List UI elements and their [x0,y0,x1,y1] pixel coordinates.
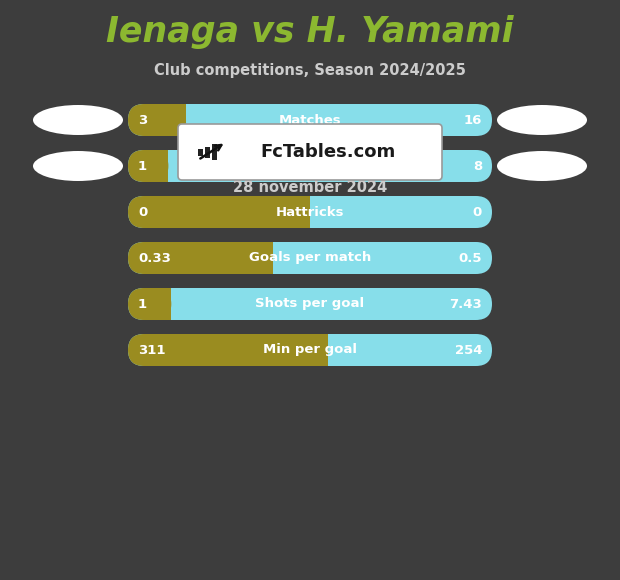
Text: 3: 3 [138,114,148,126]
FancyBboxPatch shape [128,196,492,228]
Text: 254: 254 [454,343,482,357]
Text: Matches: Matches [278,114,342,126]
Ellipse shape [497,105,587,135]
FancyBboxPatch shape [128,150,492,182]
Text: 0: 0 [138,205,148,219]
Bar [312,334,328,366]
Bar [212,144,217,160]
Text: 311: 311 [138,343,166,357]
Text: Min per goal: Min per goal [263,343,357,357]
Bar [156,288,171,320]
Ellipse shape [497,151,587,181]
Ellipse shape [33,105,123,135]
FancyBboxPatch shape [128,104,492,136]
Text: 16: 16 [464,114,482,126]
Text: 1: 1 [138,160,147,172]
Text: 1: 1 [138,298,147,310]
FancyBboxPatch shape [128,334,328,366]
Text: Hattricks: Hattricks [276,205,344,219]
Text: Shots per goal: Shots per goal [255,298,365,310]
FancyBboxPatch shape [128,196,310,228]
Text: 0.5: 0.5 [459,252,482,264]
Bar [205,147,210,158]
Bar [198,148,203,155]
Ellipse shape [33,151,123,181]
FancyBboxPatch shape [128,334,492,366]
Text: 28 november 2024: 28 november 2024 [233,179,387,194]
FancyBboxPatch shape [128,242,273,274]
Bar [153,150,169,182]
Text: Club competitions, Season 2024/2025: Club competitions, Season 2024/2025 [154,63,466,78]
FancyBboxPatch shape [128,104,185,136]
FancyBboxPatch shape [128,288,492,320]
Text: 0: 0 [472,205,482,219]
FancyBboxPatch shape [178,124,442,180]
FancyBboxPatch shape [128,150,169,182]
Text: Ienaga vs H. Yamami: Ienaga vs H. Yamami [106,15,514,49]
Text: FcTables.com: FcTables.com [260,143,396,161]
Text: Goals: Goals [289,160,331,172]
Text: 8: 8 [472,160,482,172]
Bar [169,104,185,136]
Text: Goals per match: Goals per match [249,252,371,264]
Text: 7.43: 7.43 [450,298,482,310]
FancyBboxPatch shape [128,242,492,274]
Bar [294,196,310,228]
Bar [257,242,273,274]
FancyBboxPatch shape [128,288,171,320]
Text: 0.33: 0.33 [138,252,171,264]
